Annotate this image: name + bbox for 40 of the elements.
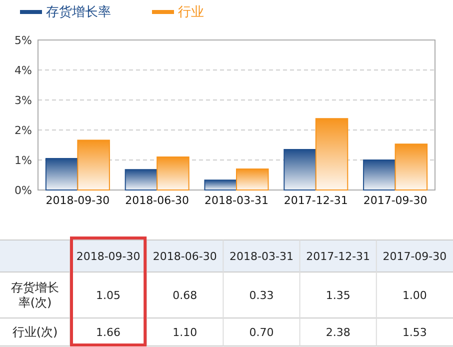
data-label: 0.68 xyxy=(172,288,198,302)
legend-label: 行业 xyxy=(178,5,204,20)
y-tick-label: 0% xyxy=(14,184,32,197)
bar xyxy=(124,169,158,190)
data-label: 0.33 xyxy=(249,288,274,302)
bar xyxy=(394,144,428,190)
bar xyxy=(363,160,396,190)
category-label: 2017-09-30 xyxy=(382,250,447,263)
bar xyxy=(204,180,237,190)
bar xyxy=(45,158,78,190)
y-tick-label: 1% xyxy=(14,154,32,167)
bar xyxy=(284,149,316,190)
category-label: 2018-03-31 xyxy=(230,250,294,263)
category-label: 2018-06-30 xyxy=(152,250,217,263)
category-label: 2018-09-30 xyxy=(76,250,140,263)
bar xyxy=(156,156,190,190)
bar xyxy=(236,168,269,190)
legend-label: 存货增长率 xyxy=(46,4,111,20)
bar xyxy=(77,140,110,190)
y-tick-label: 2% xyxy=(14,124,32,137)
x-tick-label: 2017-12-31 xyxy=(284,194,348,207)
y-tick-label: 4% xyxy=(14,64,32,77)
y-tick-label: 5% xyxy=(14,34,32,47)
data-label: 1.66 xyxy=(96,326,121,339)
x-tick-label: 2018-09-30 xyxy=(46,194,110,207)
x-tick-label: 2018-03-31 xyxy=(204,194,268,207)
text: 存货增长率(次) xyxy=(11,280,59,310)
data-label: 1.35 xyxy=(326,288,350,302)
data-label: 0.70 xyxy=(249,326,274,339)
data-label: 1.00 xyxy=(402,288,427,302)
data-label: 1.05 xyxy=(96,288,121,302)
x-tick-label: 2017-09-30 xyxy=(363,194,428,207)
x-tick-label: 2018-06-30 xyxy=(125,194,190,207)
y-tick-label: 3% xyxy=(14,94,32,107)
data-label: 2.38 xyxy=(326,326,350,339)
bar xyxy=(315,118,348,190)
category-label: 2017-12-31 xyxy=(306,250,370,263)
data-label: 1.53 xyxy=(402,326,427,339)
text: 行业(次) xyxy=(12,325,58,340)
data-label: 1.10 xyxy=(172,326,198,339)
